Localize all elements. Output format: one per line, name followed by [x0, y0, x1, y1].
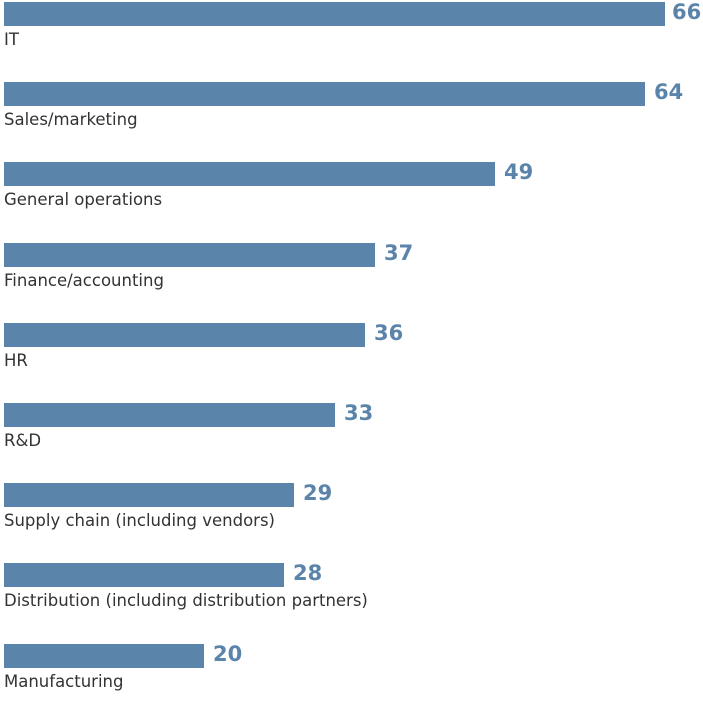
bar-row: 36 HR: [0, 321, 703, 403]
bar: [4, 82, 645, 106]
bar-row: 20 Manufacturing: [0, 642, 703, 724]
bar: [4, 243, 375, 267]
category-label: Manufacturing: [4, 672, 124, 691]
bar: [4, 162, 495, 186]
category-label: Finance/accounting: [4, 271, 164, 290]
bar: [4, 2, 665, 26]
bar-value-label: 37: [384, 241, 414, 265]
bar: [4, 563, 284, 587]
bar: [4, 403, 335, 427]
category-label: Supply chain (including vendors): [4, 511, 275, 530]
bar-value-label: 20: [213, 642, 243, 666]
bar-row: 49 General operations: [0, 160, 703, 242]
category-label: HR: [4, 351, 28, 370]
bar-value-label: 36: [374, 321, 404, 345]
bar-value-label: 29: [303, 481, 333, 505]
bar-value-label: 66: [672, 0, 702, 24]
category-label: Distribution (including distribution par…: [4, 591, 368, 610]
bar-row: 64 Sales/marketing: [0, 80, 703, 162]
category-label: IT: [4, 30, 19, 49]
category-label: R&D: [4, 431, 42, 450]
bar: [4, 644, 204, 668]
bar-row: 33 R&D: [0, 401, 703, 483]
bar-value-label: 33: [344, 401, 374, 425]
bar-row: 37 Finance/accounting: [0, 241, 703, 323]
bar-value-label: 49: [504, 160, 534, 184]
bar-row: 66 IT: [0, 0, 703, 82]
bar: [4, 323, 365, 347]
bar: [4, 483, 294, 507]
bar-row: 28 Distribution (including distribution p…: [0, 561, 703, 643]
horizontal-bar-chart: 66 IT 64 Sales/marketing 49 General operation…: [0, 0, 703, 691]
bar-row: 29 Supply chain (including vendors): [0, 481, 703, 563]
category-label: Sales/marketing: [4, 110, 138, 129]
bar-value-label: 28: [293, 561, 323, 585]
bar-value-label: 64: [654, 80, 684, 104]
category-label: General operations: [4, 190, 163, 209]
